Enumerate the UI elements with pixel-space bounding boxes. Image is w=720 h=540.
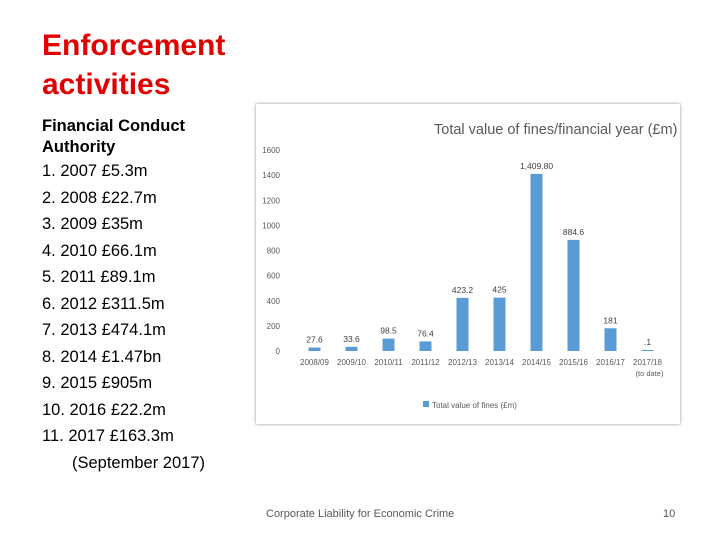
y-tick-label: 1600: [262, 146, 280, 155]
list-item: 4. 2010 £66.1m: [42, 238, 252, 265]
x-tick-label: 2009/10: [337, 358, 366, 367]
fines-list: 1. 2007 £5.3m 2. 2008 £22.7m 3. 2009 £35m 4…: [42, 158, 252, 450]
list-item: 1. 2007 £5.3m: [42, 158, 252, 185]
x-tick-label: 2010/11: [374, 358, 403, 367]
legend-label: Total value of fines (£m): [432, 401, 517, 410]
list-item-text: 2010 £66.1m: [60, 241, 157, 260]
bar: [308, 347, 321, 351]
y-tick-label: 1200: [262, 196, 280, 205]
list-item-number: 1.: [42, 162, 56, 180]
list-item-number: 4.: [42, 241, 56, 260]
data-label: 425: [492, 285, 506, 295]
list-item-number: 5.: [42, 268, 56, 286]
data-label: 33.6: [343, 334, 360, 344]
list-item-number: 11.: [42, 427, 64, 445]
list-item-number: 8.: [42, 347, 56, 366]
data-label: 181: [603, 315, 617, 325]
x-tick-label: 2012/13: [448, 358, 477, 367]
bar: [382, 338, 395, 351]
bar: [530, 173, 543, 351]
chart-title: Total value of fines/financial year (£m): [434, 122, 677, 138]
list-item-number: 9.: [42, 374, 56, 392]
list-item-number: 2.: [42, 188, 56, 207]
x-tick-label: 2013/14: [485, 358, 514, 367]
y-tick-label: 800: [267, 247, 281, 256]
list-item-text: 2011 £89.1m: [60, 268, 156, 286]
list-item-number: 10.: [42, 400, 65, 419]
bar: [419, 341, 432, 351]
fines-bar-chart: Total value of fines/financial year (£m)…: [262, 122, 677, 410]
list-item: 3. 2009 £35m: [42, 211, 252, 238]
bar: [604, 328, 617, 351]
list-item: 11. 2017 £163.3m: [42, 423, 252, 450]
slide-title: Enforcement activities: [42, 26, 262, 104]
heading-line-1: Financial Conduct: [42, 117, 186, 135]
bar: [641, 350, 654, 351]
x-tick-label: 2017/18: [633, 358, 662, 367]
data-label: 423.2: [452, 285, 474, 295]
footer-text: Corporate Liability for Economic Crime: [266, 508, 455, 520]
list-item-text: 2013 £474.1m: [60, 321, 166, 339]
x-tick-label: 2011/12: [411, 358, 440, 367]
data-label: 884.6: [563, 227, 585, 237]
x-tick-label: 2014/15: [522, 358, 551, 367]
list-item: 10. 2016 £22.2m: [42, 397, 252, 424]
x-tick-sublabel: (to date): [636, 369, 664, 378]
bar: [493, 297, 506, 351]
fines-list-block: Financial Conduct Authority 1. 2007 £5.3…: [42, 116, 252, 476]
data-label: .1: [644, 337, 651, 347]
list-item-text: 2016 £22.2m: [69, 400, 166, 419]
chart-frame: Total value of fines/financial year (£m)…: [256, 104, 680, 424]
x-tick-label: 2016/17: [596, 358, 625, 367]
list-note: (September 2017): [72, 453, 205, 472]
bar: [567, 239, 580, 351]
list-item: 8. 2014 £1.47bn: [42, 344, 252, 371]
data-label: 98.5: [380, 326, 397, 336]
list-item: 6. 2012 £311.5m: [42, 291, 252, 318]
y-tick-label: 600: [267, 272, 281, 281]
list-item: 5. 2011 £89.1m: [42, 264, 252, 291]
list-item-text: 2007 £5.3m: [60, 162, 148, 180]
bar: [345, 346, 358, 351]
list-heading: Financial Conduct Authority: [42, 116, 252, 158]
list-item-text: 2014 £1.47bn: [60, 347, 162, 366]
data-label: 1,409.80: [520, 161, 553, 171]
list-item-text: 2012 £311.5m: [60, 294, 165, 313]
list-item-number: 6.: [42, 294, 56, 313]
bar: [456, 297, 469, 351]
data-label: 27.6: [306, 335, 323, 345]
list-item-text: 2017 £163.3m: [68, 427, 174, 445]
heading-line-2: Authority: [42, 138, 116, 156]
list-item-text: 2008 £22.7m: [60, 188, 157, 207]
data-label: 76.4: [417, 328, 434, 338]
y-tick-label: 400: [267, 297, 281, 306]
list-item: 9. 2015 £905m: [42, 370, 252, 397]
x-tick-label: 2008/09: [300, 358, 329, 367]
x-tick-label: 2015/16: [559, 358, 588, 367]
list-item: 2. 2008 £22.7m: [42, 185, 252, 212]
page-number: 10: [663, 508, 676, 520]
list-item: 7. 2013 £474.1m: [42, 317, 252, 344]
list-item-number: 3.: [42, 215, 56, 233]
list-item-text: 2015 £905m: [60, 374, 153, 392]
y-tick-label: 200: [267, 322, 281, 331]
title-line-1: Enforcement: [42, 29, 226, 62]
title-line-2: activities: [42, 68, 171, 101]
y-tick-label: 0: [276, 347, 281, 356]
list-item-text: 2009 £35m: [60, 215, 143, 233]
legend-swatch: [423, 401, 429, 407]
list-item-number: 7.: [42, 321, 56, 339]
y-tick-label: 1000: [262, 221, 280, 230]
y-tick-label: 1400: [262, 171, 280, 180]
